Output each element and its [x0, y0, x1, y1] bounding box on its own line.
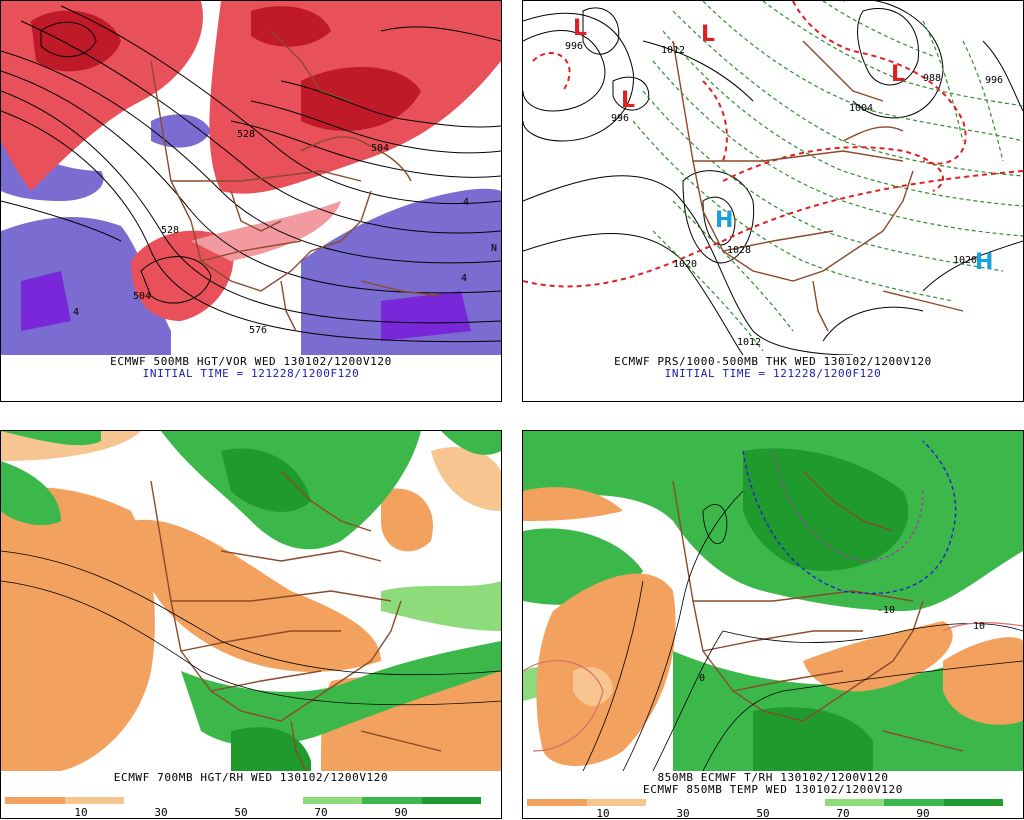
isobar-label: 1004	[849, 103, 873, 114]
panel-caption-secondary: ECMWF 850MB TEMP WED 130102/1200V120	[642, 783, 903, 796]
dry-region	[1, 487, 155, 771]
positive-vorticity-region	[191, 201, 341, 261]
contour-label: 4	[463, 197, 469, 208]
isotherm-label: -10	[877, 605, 895, 616]
scale-label: 10	[74, 806, 88, 819]
low-pressure-marker: L	[621, 88, 635, 113]
positive-vorticity-region	[31, 10, 121, 72]
low-pressure-marker: L	[891, 62, 905, 87]
dry-region	[431, 447, 501, 511]
rh-scale-labels: 10 30 50 70 90	[527, 807, 1003, 820]
high-pressure-marker: H	[715, 208, 733, 233]
isobar-label: 1012	[737, 337, 761, 348]
contour-label: 528	[161, 225, 179, 236]
scale-label: 70	[836, 807, 850, 820]
isobar-label: 1028	[727, 245, 751, 256]
pressure-map: L L L L H H 996 1012 1004 988 996 1020 1…	[523, 1, 1023, 355]
contour-label: 504	[371, 143, 389, 154]
moist-region	[1, 461, 61, 526]
scale-label: 50	[756, 807, 770, 820]
scale-label: 30	[154, 806, 168, 819]
dry-region	[131, 519, 381, 672]
rh-scale-labels: 10 30 50 70 90	[5, 806, 481, 819]
positive-vorticity-region	[131, 230, 234, 321]
contour-label: 4	[461, 273, 467, 284]
dry-region	[523, 487, 623, 521]
high-pressure-marker: H	[975, 250, 993, 275]
dry-region	[536, 573, 676, 766]
panel-caption: ECMWF PRS/1000-500MB THK WED 130102/1200…	[614, 355, 932, 368]
scale-label: 30	[676, 807, 690, 820]
panel-caption: 850MB ECMWF T/RH 130102/1200V120	[657, 771, 889, 784]
moist-region	[743, 448, 909, 571]
dry-region	[381, 488, 433, 552]
panel-caption: ECMWF 700MB HGT/RH WED 130102/1200V120	[113, 771, 389, 784]
rh-color-scale	[527, 799, 1003, 806]
isotherm-label: 10	[973, 621, 985, 632]
contour-label: N	[491, 243, 497, 254]
dry-region	[803, 621, 953, 692]
moist-region	[221, 448, 311, 512]
isotherm-label: 0	[699, 673, 705, 684]
low-pressure-marker: L	[701, 22, 715, 47]
contour-label: 4	[73, 307, 79, 318]
contour-label: 576	[249, 325, 267, 336]
initial-time-caption: INITIAL TIME = 121228/1200F120	[664, 367, 882, 380]
negative-vorticity-region	[151, 114, 211, 148]
panel-700mb-rh: ECMWF 700MB HGT/RH WED 130102/1200V120 1…	[0, 430, 502, 819]
negative-vorticity-region	[21, 271, 71, 331]
moist-region	[441, 431, 501, 455]
dry-region	[573, 667, 613, 706]
scale-label: 90	[394, 806, 408, 819]
isobar-label: 996	[611, 113, 629, 124]
scale-label: 70	[314, 806, 328, 819]
vorticity-map: 504 576 528 528 504 4 4 4 N	[1, 1, 501, 355]
scale-label: 90	[916, 807, 930, 820]
contour-label: 504	[133, 291, 151, 302]
isobar-label: 996	[985, 75, 1003, 86]
isobar-label: 1020	[953, 255, 977, 266]
moist-region	[231, 727, 311, 771]
panel-caption: ECMWF 500MB HGT/VOR WED 130102/1200V120	[110, 355, 392, 368]
rh-color-scale	[5, 797, 481, 804]
panel-850mb-temp-rh: 10 -10 0 850MB ECMWF T/RH 130102/1200V12…	[522, 430, 1024, 820]
isobar-label: 996	[565, 41, 583, 52]
rh-850-map: 10 -10 0	[523, 431, 1023, 771]
initial-time-caption: INITIAL TIME = 121228/1200F120	[142, 367, 360, 380]
panel-pressure-thickness: L L L L H H 996 1012 1004 988 996 1020 1…	[522, 0, 1024, 402]
moist-region	[181, 641, 501, 746]
negative-vorticity-region	[381, 291, 471, 341]
moist-region	[753, 707, 873, 771]
dry-region	[943, 637, 1023, 725]
positive-vorticity-region	[301, 67, 421, 131]
scale-label: 10	[596, 807, 610, 820]
moist-region	[1, 431, 101, 446]
isobar-label: 1020	[673, 259, 697, 270]
rh-700-map	[1, 431, 501, 771]
panel-500mb-vorticity: 504 576 528 528 504 4 4 4 N ECMWF 500MB …	[0, 0, 502, 402]
contour-label: 528	[237, 129, 255, 140]
low-pressure-marker: L	[573, 16, 587, 41]
scale-label: 50	[234, 806, 248, 819]
moist-region	[381, 581, 501, 631]
isobar-label: 1012	[661, 45, 685, 56]
positive-vorticity-region	[251, 6, 331, 47]
isobar-label: 988	[923, 73, 941, 84]
